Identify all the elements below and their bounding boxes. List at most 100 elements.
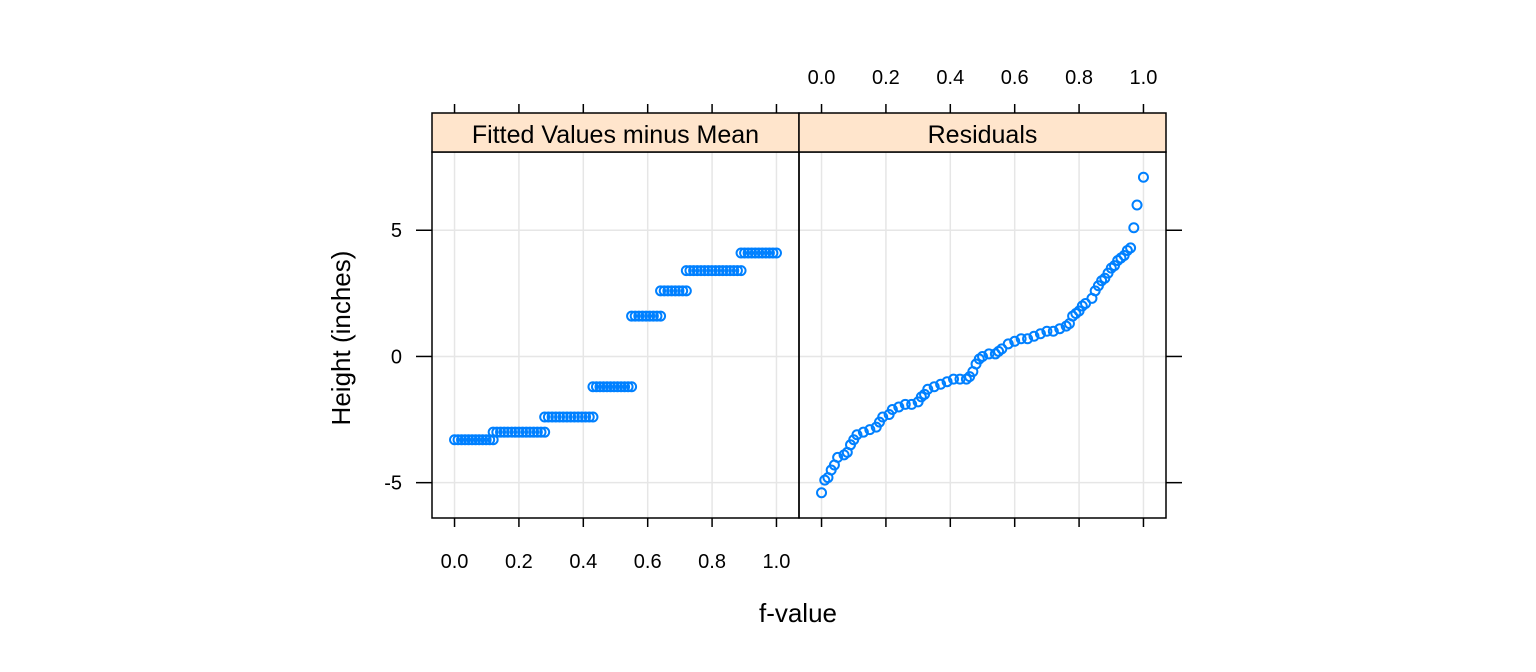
- data-point: [640, 310, 652, 322]
- data-point: [605, 381, 617, 393]
- data-point: [626, 381, 638, 393]
- x-tick-label: 0.8: [698, 551, 726, 573]
- data-point: [677, 285, 689, 297]
- data-point: [658, 285, 670, 297]
- data-point: [477, 434, 489, 446]
- data-point: [473, 434, 485, 446]
- data-point: [587, 381, 599, 393]
- data-point: [864, 424, 876, 436]
- strip-background: [798, 112, 1167, 153]
- data-point: [706, 265, 718, 277]
- data-point: [531, 426, 543, 438]
- data-point: [594, 381, 606, 393]
- data-point: [517, 426, 529, 438]
- data-point: [580, 411, 592, 423]
- data-point: [699, 265, 711, 277]
- x-tick-label: 0.6: [1001, 67, 1029, 89]
- data-point: [767, 247, 779, 259]
- data-point: [851, 429, 863, 441]
- data-point: [832, 451, 844, 463]
- data-point: [691, 265, 703, 277]
- data-point: [452, 434, 464, 446]
- data-point: [742, 247, 754, 259]
- y-axis-title: Height (inches): [326, 251, 356, 426]
- data-point: [935, 378, 947, 390]
- data-point: [1028, 330, 1040, 342]
- data-point: [941, 376, 953, 388]
- data-point: [680, 285, 692, 297]
- data-point: [710, 265, 722, 277]
- data-point: [459, 434, 471, 446]
- strip-background: [431, 112, 800, 153]
- x-tick-label: 0.8: [1065, 67, 1093, 89]
- data-point: [576, 411, 588, 423]
- x-tick-label: 0.2: [872, 67, 900, 89]
- data-point: [528, 426, 540, 438]
- data-point: [680, 265, 692, 277]
- data-point: [770, 247, 782, 259]
- data-point: [728, 265, 740, 277]
- data-point: [480, 434, 492, 446]
- data-point: [816, 487, 828, 499]
- data-point: [561, 411, 573, 423]
- x-tick-label: 0.0: [441, 551, 469, 573]
- data-point: [498, 426, 510, 438]
- data-point: [906, 398, 918, 410]
- data-point: [662, 285, 674, 297]
- y-tick-label: 0: [391, 346, 402, 368]
- data-point: [886, 403, 898, 415]
- data-point: [983, 348, 995, 360]
- data-point: [977, 350, 988, 362]
- data-point: [550, 411, 562, 423]
- data-point: [1137, 171, 1149, 183]
- data-point: [612, 381, 624, 393]
- data-point: [713, 265, 725, 277]
- data-point: [666, 285, 678, 297]
- data-point: [753, 247, 765, 259]
- data-point: [495, 426, 507, 438]
- data-point: [717, 265, 729, 277]
- data-point: [1022, 333, 1034, 345]
- data-point: [598, 381, 610, 393]
- data-point: [619, 381, 631, 393]
- strip-label: Fitted Values minus Mean: [472, 121, 759, 149]
- data-point: [669, 285, 681, 297]
- data-point: [739, 247, 751, 259]
- data-point: [601, 381, 613, 393]
- x-tick-label: 0.6: [634, 551, 662, 573]
- data-point: [877, 411, 889, 423]
- data-point: [539, 426, 551, 438]
- panel-frame: [431, 151, 800, 519]
- data-point: [539, 411, 551, 423]
- data-point: [590, 381, 602, 393]
- data-point: [756, 247, 768, 259]
- data-point: [749, 247, 761, 259]
- data-point: [546, 411, 558, 423]
- data-point: [720, 265, 732, 277]
- data-point: [760, 247, 772, 259]
- data-point: [456, 434, 468, 446]
- data-point: [1034, 328, 1046, 340]
- axis-ticks: [416, 104, 1182, 527]
- data-point: [520, 426, 532, 438]
- data-point: [622, 381, 634, 393]
- data-point: [724, 265, 736, 277]
- x-tick-label: 0.4: [569, 551, 597, 573]
- panel-frame: [798, 151, 1167, 519]
- data-point: [857, 426, 869, 438]
- data-point: [449, 434, 461, 446]
- data-point: [1015, 333, 1027, 345]
- data-point: [506, 426, 518, 438]
- data-point: [684, 265, 696, 277]
- data-point: [655, 285, 667, 297]
- data-point: [509, 426, 521, 438]
- data-point: [463, 434, 475, 446]
- data-point: [1125, 242, 1137, 254]
- data-point: [524, 426, 536, 438]
- data-marks: [449, 171, 1149, 499]
- data-point: [893, 401, 905, 413]
- data-point: [487, 426, 499, 438]
- x-tick-label: 0.2: [505, 551, 533, 573]
- data-point: [554, 411, 566, 423]
